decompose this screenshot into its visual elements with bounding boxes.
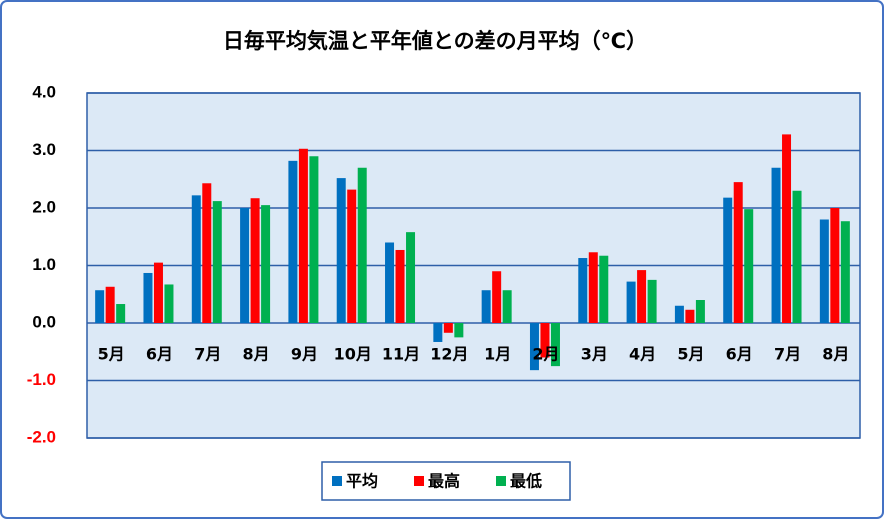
bar [164, 284, 174, 323]
x-tick-label: 9月 [291, 345, 318, 364]
bar [782, 134, 792, 323]
bar [578, 258, 588, 323]
bar [385, 242, 395, 323]
bar [733, 182, 743, 323]
bar [685, 309, 695, 323]
y-tick-label: 4.0 [32, 82, 56, 101]
bar [347, 189, 357, 323]
legend-label: 最低 [510, 472, 542, 491]
legend-label: 平均 [346, 472, 378, 491]
bar [143, 272, 153, 323]
bar [191, 195, 201, 323]
bar [792, 190, 802, 323]
bar [288, 160, 298, 323]
bar [840, 221, 850, 323]
bar [588, 252, 598, 323]
bar [819, 219, 829, 323]
bar [550, 323, 560, 367]
legend-swatch [414, 476, 424, 486]
y-tick-label: 0.0 [32, 312, 56, 331]
x-tick-label: 12月 [430, 345, 468, 364]
bar [599, 255, 609, 323]
x-tick-label: 11月 [382, 345, 420, 364]
x-tick-label: 5月 [98, 345, 125, 364]
bar [830, 208, 840, 323]
bar [502, 290, 512, 323]
bar [771, 167, 781, 323]
legend-box [321, 461, 571, 501]
bar [105, 286, 115, 323]
bar [250, 198, 260, 323]
bar [481, 290, 491, 323]
legend-swatch [496, 476, 506, 486]
bar [647, 279, 657, 323]
x-tick-label: 5月 [677, 345, 704, 364]
x-tick-label: 1月 [484, 345, 511, 364]
bar [116, 304, 126, 323]
bar [309, 156, 319, 323]
bar [212, 201, 222, 323]
bar [443, 323, 453, 333]
x-tick-label: 4月 [629, 345, 656, 364]
y-tick-label: -2.0 [27, 427, 56, 446]
y-tick-label: 3.0 [32, 140, 56, 159]
legend-swatch [332, 476, 342, 486]
bar [540, 323, 550, 358]
chart-title: 日毎平均気温と平年値との差の月平均（℃） [223, 29, 647, 53]
bar [298, 148, 308, 323]
bar [406, 232, 416, 323]
bar [95, 290, 105, 323]
bar [637, 270, 647, 323]
bar [153, 262, 163, 323]
bar [433, 323, 443, 342]
x-tick-label: 7月 [774, 345, 801, 364]
bar [626, 281, 636, 323]
bar [202, 183, 212, 323]
bar [529, 323, 539, 371]
x-tick-label: 6月 [146, 345, 173, 364]
x-tick-label: 8月 [822, 345, 849, 364]
y-tick-label: 1.0 [32, 255, 56, 274]
x-tick-label: 3月 [581, 345, 608, 364]
bar [695, 300, 705, 323]
y-tick-label: -1.0 [27, 370, 56, 389]
x-tick-label: 8月 [243, 345, 270, 364]
bar [744, 209, 754, 323]
bar [336, 178, 346, 323]
bar [240, 208, 250, 323]
legend-label: 最高 [428, 472, 460, 491]
bar [492, 271, 502, 323]
x-tick-label: 7月 [194, 345, 221, 364]
bar [454, 323, 464, 338]
y-tick-label: 2.0 [32, 197, 56, 216]
bar [261, 205, 271, 323]
bar [395, 249, 405, 323]
x-tick-label: 10月 [334, 345, 372, 364]
bar [357, 167, 367, 323]
x-tick-label: 6月 [726, 345, 753, 364]
x-tick-label: 2月 [532, 345, 559, 364]
bar [674, 305, 684, 323]
bar [723, 197, 733, 323]
